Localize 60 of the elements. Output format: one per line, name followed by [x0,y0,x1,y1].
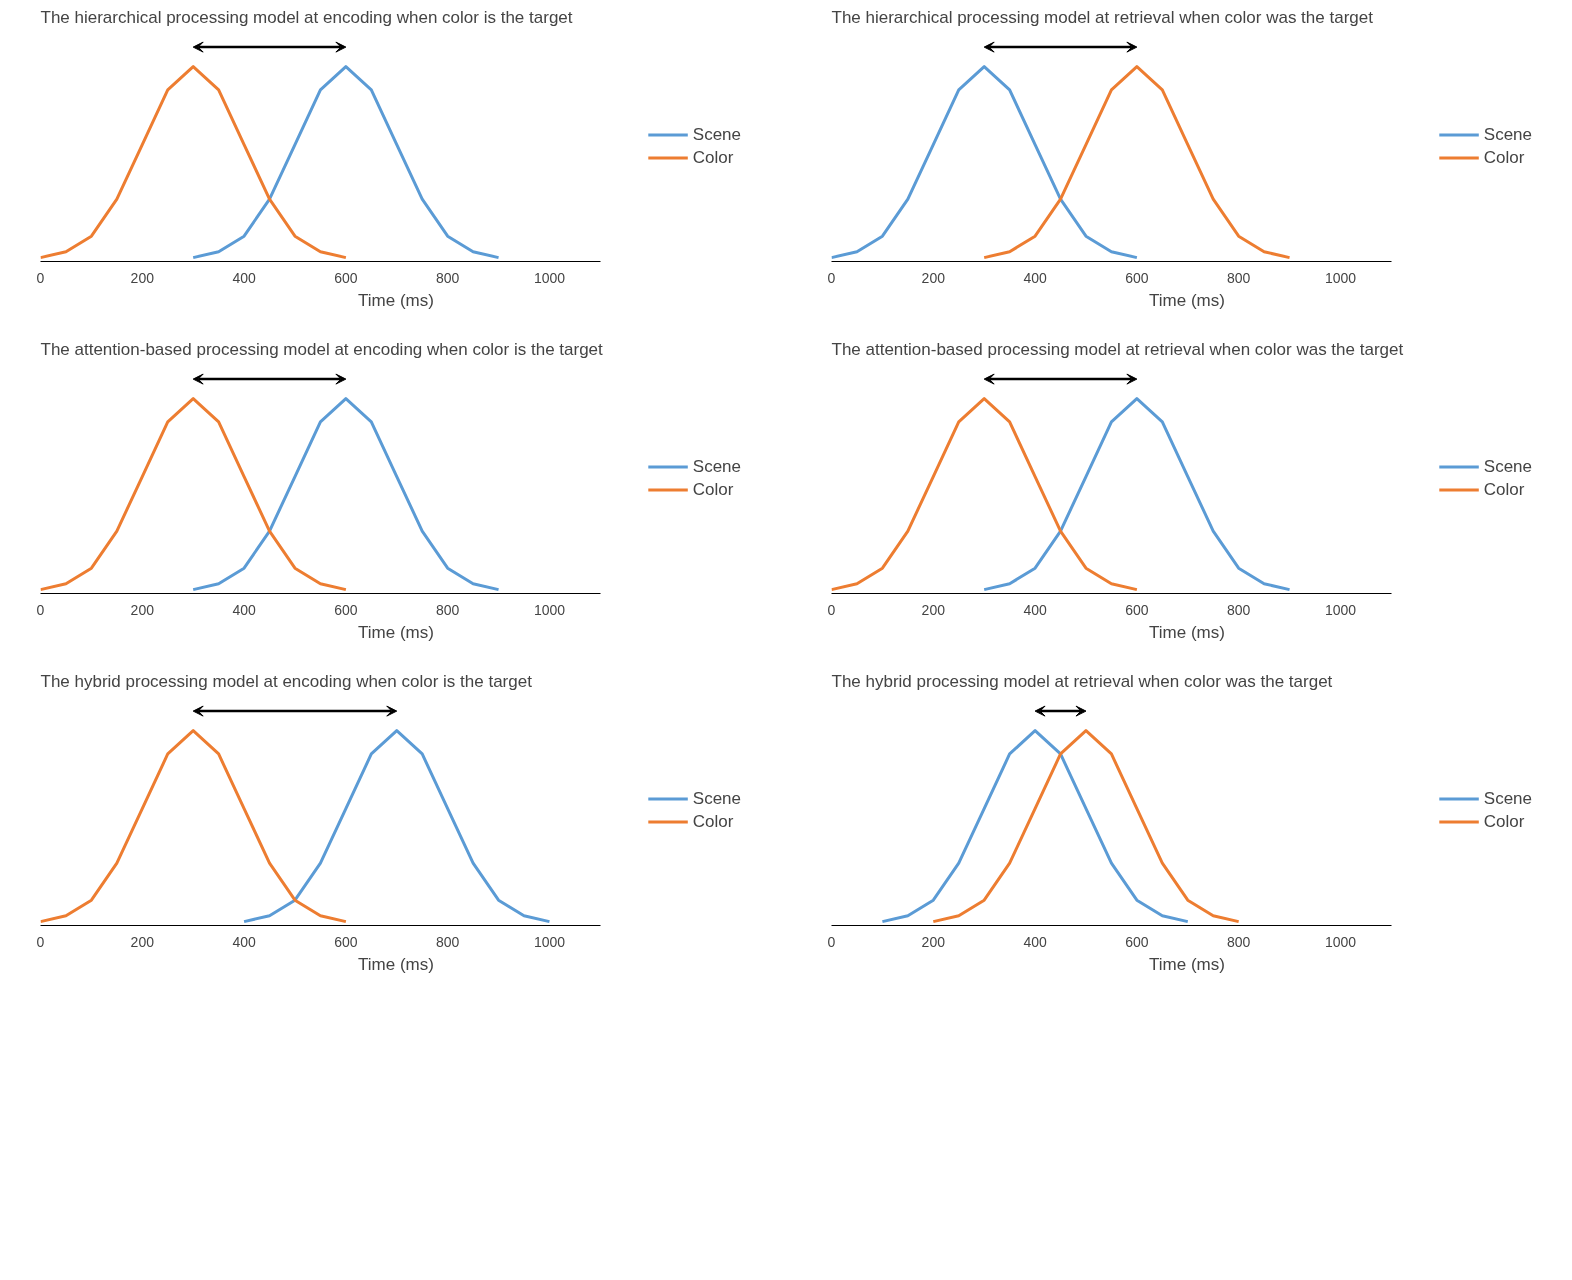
x-axis-title: Time (ms) [358,954,434,974]
legend-label: Scene [692,788,741,809]
x-tick-label: 1000 [533,933,566,950]
x-tick-label: 800 [1226,933,1251,950]
x-tick-label: 1000 [1324,933,1357,950]
x-tick-label: 0 [827,601,836,618]
x-axis-title: Time (ms) [1149,954,1225,974]
x-axis-title: Time (ms) [358,290,434,310]
x-tick-label: 600 [1125,601,1149,618]
x-tick-label: 400 [1023,933,1047,950]
chart-title: The attention-based processing model at encoding when color is the target [40,339,604,359]
x-tick-label: 200 [130,933,155,950]
x-axis-title: Time (ms) [1149,290,1225,310]
x-axis-title: Time (ms) [358,622,434,642]
x-tick-label: 800 [435,933,460,950]
x-tick-label: 0 [827,269,836,286]
legend-label: Scene [1483,788,1532,809]
x-tick-label: 0 [36,269,45,286]
x-tick-label: 600 [1125,269,1149,286]
x-tick-label: 0 [827,933,836,950]
chart-title: The hierarchical processing model at encoding when color is the target [40,7,573,27]
legend-label: Color [692,811,734,832]
x-tick-label: 200 [921,601,946,618]
x-tick-label: 600 [334,269,358,286]
chart-title: The attention-based processing model at retrieval when color was the target [831,339,1404,359]
legend-label: Color [1483,147,1525,168]
x-tick-label: 800 [435,269,460,286]
legend-label: Scene [692,456,741,477]
x-tick-label: 0 [36,933,45,950]
x-tick-label: 400 [1023,269,1047,286]
legend-label: Color [692,479,734,500]
legend-label: Color [1483,479,1525,500]
x-tick-label: 1000 [1324,269,1357,286]
legend-label: Color [692,147,734,168]
x-tick-label: 800 [1226,269,1251,286]
x-tick-label: 200 [130,601,155,618]
x-tick-label: 800 [1226,601,1251,618]
x-tick-label: 0 [36,601,45,618]
x-tick-label: 200 [921,933,946,950]
chart-title: The hybrid processing model at retrieval when color was the target [831,671,1333,691]
legend-label: Scene [692,124,741,145]
legend-label: Scene [1483,456,1532,477]
x-tick-label: 400 [232,269,256,286]
x-tick-label: 1000 [1324,601,1357,618]
x-tick-label: 400 [1023,601,1047,618]
x-tick-label: 600 [334,933,358,950]
x-tick-label: 200 [130,269,155,286]
x-tick-label: 800 [435,601,460,618]
chart-title: The hybrid processing model at encoding when color is the target [40,671,533,691]
x-tick-label: 1000 [533,269,566,286]
x-tick-label: 600 [334,601,358,618]
x-axis-title: Time (ms) [1149,622,1225,642]
x-tick-label: 1000 [533,601,566,618]
x-tick-label: 400 [232,933,256,950]
legend-label: Color [1483,811,1525,832]
x-tick-label: 600 [1125,933,1149,950]
legend-label: Scene [1483,124,1532,145]
x-tick-label: 400 [232,601,256,618]
x-tick-label: 200 [921,269,946,286]
chart-title: The hierarchical processing model at retrieval when color was the target [831,7,1374,27]
